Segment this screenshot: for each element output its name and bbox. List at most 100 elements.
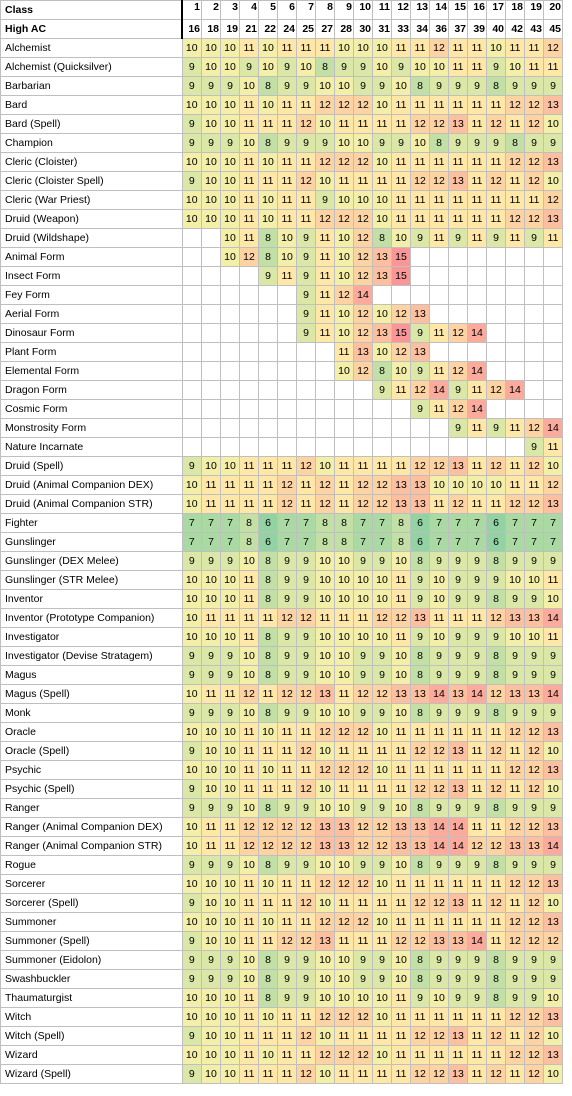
value-cell: 7 <box>505 532 525 552</box>
value-cell <box>543 285 563 305</box>
value-cell <box>220 380 240 400</box>
value-cell: 12 <box>524 456 544 476</box>
value-cell: 10 <box>524 570 544 590</box>
value-cell: 12 <box>315 494 335 514</box>
value-cell: 11 <box>391 1064 411 1084</box>
value-cell: 9 <box>201 76 221 96</box>
value-cell <box>201 266 221 286</box>
value-cell: 11 <box>486 722 506 742</box>
value-cell: 10 <box>315 988 335 1008</box>
value-cell: 9 <box>467 665 487 685</box>
value-cell: 9 <box>181 171 202 191</box>
value-cell: 9 <box>372 950 392 970</box>
value-cell: 13 <box>448 779 468 799</box>
value-cell: 11 <box>410 152 430 172</box>
value-cell: 13 <box>543 722 563 742</box>
value-cell: 9 <box>277 646 297 666</box>
value-cell: 12 <box>334 912 354 932</box>
value-cell: 10 <box>181 570 202 590</box>
value-cell: 12 <box>239 247 259 267</box>
value-cell <box>277 418 297 438</box>
value-cell <box>239 304 259 324</box>
value-cell: 10 <box>391 361 411 381</box>
value-cell: 9 <box>181 456 202 476</box>
value-cell: 9 <box>391 133 411 153</box>
value-cell: 13 <box>353 342 373 362</box>
value-cell <box>353 437 373 457</box>
value-cell: 13 <box>448 171 468 191</box>
value-cell: 12 <box>353 228 373 248</box>
value-cell: 8 <box>258 551 278 571</box>
value-cell: 13 <box>391 817 411 837</box>
value-cell: 11 <box>429 608 449 628</box>
value-cell: 11 <box>296 874 316 894</box>
value-cell: 9 <box>448 418 468 438</box>
value-cell <box>334 437 354 457</box>
value-cell: 13 <box>448 741 468 761</box>
value-cell: 11 <box>391 38 411 58</box>
value-cell: 11 <box>391 209 411 229</box>
value-cell: 10 <box>239 969 259 989</box>
value-cell: 10 <box>372 304 392 324</box>
value-cell: 10 <box>220 893 240 913</box>
value-cell: 9 <box>486 57 506 77</box>
value-cell: 11 <box>486 95 506 115</box>
value-cell: 14 <box>429 836 449 856</box>
high-ac-cell: 19 <box>220 19 240 39</box>
value-cell: 10 <box>315 950 335 970</box>
value-cell: 10 <box>220 627 240 647</box>
value-cell <box>315 361 335 381</box>
class-name-cell: Cleric (Cloister Spell) <box>0 171 183 191</box>
level-header-cell: 20 <box>543 0 563 20</box>
value-cell: 11 <box>448 95 468 115</box>
value-cell: 11 <box>258 893 278 913</box>
value-cell <box>201 285 221 305</box>
value-cell: 8 <box>486 646 506 666</box>
value-cell: 14 <box>467 323 487 343</box>
value-cell: 12 <box>486 893 506 913</box>
value-cell: 13 <box>448 1026 468 1046</box>
value-cell: 11 <box>429 399 449 419</box>
value-cell: 10 <box>334 855 354 875</box>
value-cell: 11 <box>429 1007 449 1027</box>
value-cell: 11 <box>429 152 449 172</box>
class-name-cell: Swashbuckler <box>0 969 183 989</box>
value-cell: 7 <box>372 513 392 533</box>
high-ac-cell: 30 <box>353 19 373 39</box>
value-cell: 8 <box>410 646 430 666</box>
high-ac-cell: 45 <box>543 19 563 39</box>
value-cell: 10 <box>258 760 278 780</box>
value-cell: 11 <box>505 779 525 799</box>
value-cell: 11 <box>334 171 354 191</box>
value-cell: 6 <box>258 532 278 552</box>
value-cell: 10 <box>201 912 221 932</box>
value-cell <box>239 285 259 305</box>
value-cell: 10 <box>220 57 240 77</box>
value-cell: 12 <box>486 836 506 856</box>
class-name-cell: Druid (Wildshape) <box>0 228 183 248</box>
value-cell: 11 <box>467 152 487 172</box>
class-name-cell: Sorcerer <box>0 874 183 894</box>
value-cell: 10 <box>315 741 335 761</box>
value-cell: 7 <box>220 513 240 533</box>
value-cell: 11 <box>391 456 411 476</box>
value-cell: 11 <box>296 475 316 495</box>
value-cell: 9 <box>277 627 297 647</box>
value-cell: 9 <box>448 133 468 153</box>
value-cell: 14 <box>543 608 563 628</box>
value-cell: 9 <box>277 855 297 875</box>
value-cell: 11 <box>258 1026 278 1046</box>
value-cell: 12 <box>429 114 449 134</box>
value-cell: 13 <box>410 342 430 362</box>
value-cell: 11 <box>524 475 544 495</box>
value-cell: 13 <box>410 475 430 495</box>
value-cell: 12 <box>505 95 525 115</box>
level-header-cell: 15 <box>448 0 468 20</box>
value-cell: 9 <box>220 703 240 723</box>
value-cell <box>258 399 278 419</box>
table-row: Alchemist 10 10 10 11 10 11 11 11 10 10 10 11 11 12 11 1… <box>0 38 563 58</box>
value-cell <box>467 342 487 362</box>
value-cell: 11 <box>239 228 259 248</box>
value-cell: 9 <box>372 646 392 666</box>
value-cell: 12 <box>353 323 373 343</box>
